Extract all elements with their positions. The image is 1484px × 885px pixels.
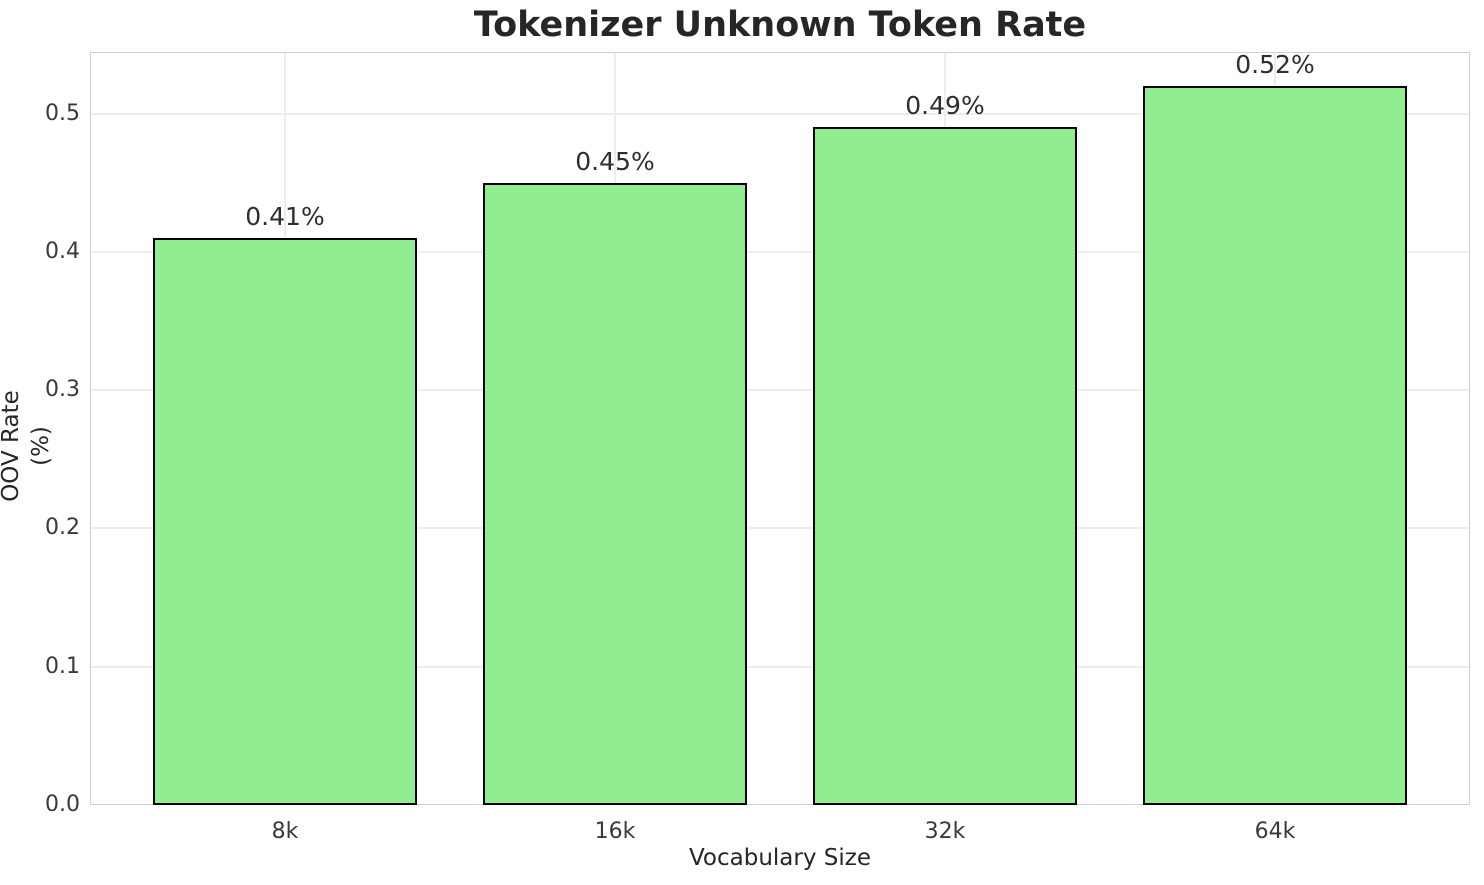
bar-value-label: 0.52% — [1235, 50, 1315, 79]
y-tick-label: 0.4 — [45, 238, 80, 264]
gridline-horizontal — [90, 389, 1470, 392]
x-axis-label: Vocabulary Size — [688, 845, 871, 871]
x-tick-label: 16k — [594, 819, 636, 844]
bar — [1143, 86, 1407, 805]
bars-layer: 0.41% 0.45% 0.49% 0.52% — [90, 50, 1470, 805]
y-tick-label: 0.5 — [45, 100, 80, 126]
y-tick-label: 0.1 — [45, 653, 80, 679]
bar — [483, 183, 747, 805]
gridline-horizontal — [90, 665, 1470, 668]
y-tick-label: 0.3 — [45, 377, 80, 403]
bar-value-label: 0.45% — [575, 147, 655, 176]
y-tick-label: 0.2 — [45, 515, 80, 541]
plot-area: 0.41% 0.45% 0.49% 0.52% — [90, 50, 1470, 805]
gridline-horizontal — [90, 527, 1470, 530]
bar-value-label: 0.41% — [245, 202, 325, 231]
y-tick-label: 0.0 — [45, 792, 80, 817]
x-tick-label: 8k — [271, 819, 299, 844]
bar-value-label: 0.49% — [905, 91, 985, 120]
x-tick-label: 32k — [924, 819, 966, 844]
bar — [813, 127, 1077, 805]
gridline-horizontal — [90, 250, 1470, 253]
gridline-horizontal — [90, 112, 1470, 115]
bar — [153, 238, 417, 805]
x-tick-label: 64k — [1254, 819, 1296, 844]
chart-title: Tokenizer Unknown Token Rate — [473, 5, 1087, 45]
